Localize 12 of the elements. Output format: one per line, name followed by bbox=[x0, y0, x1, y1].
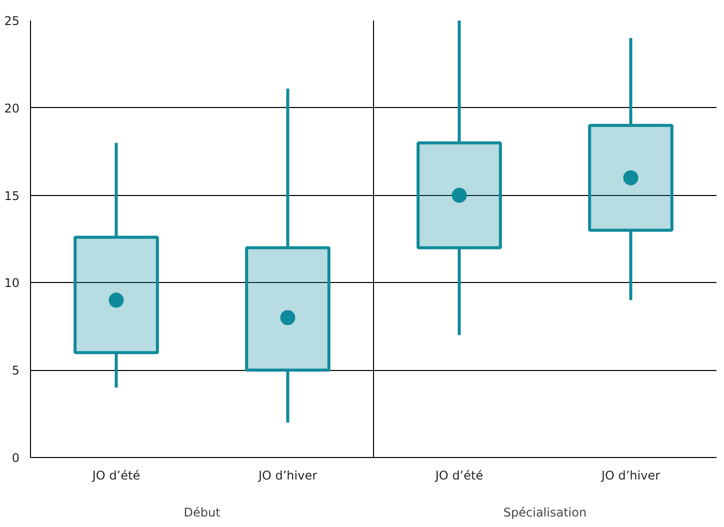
text: Spécialisation bbox=[503, 506, 587, 520]
y-tick-label: 5 bbox=[12, 364, 20, 378]
y-tick-label: 10 bbox=[4, 276, 20, 290]
x-tick-label: JO d’été bbox=[91, 468, 140, 482]
text: Début bbox=[184, 506, 221, 520]
y-tick-label: 15 bbox=[4, 188, 20, 203]
x-tick-label: JO d’été bbox=[434, 468, 484, 482]
y-tick-label: 0 bbox=[12, 451, 20, 465]
x-tick-label: JO d’hiver bbox=[257, 468, 318, 482]
y-tick-label: 25 bbox=[4, 14, 20, 28]
y-tick-label: 20 bbox=[4, 101, 20, 116]
x-tick-label: JO d’hiver bbox=[600, 468, 660, 482]
